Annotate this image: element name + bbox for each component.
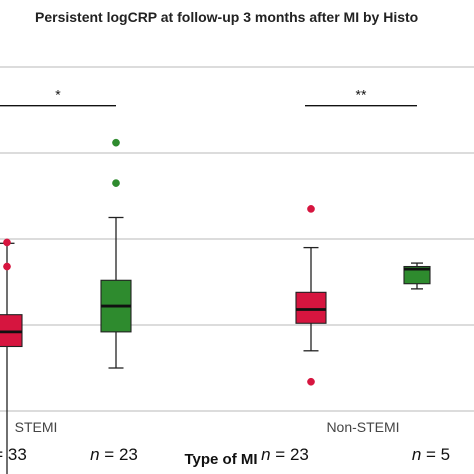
- box-stemi-green: [100, 138, 132, 369]
- outlier-point: [307, 377, 315, 386]
- sample-size-label: = 33: [0, 445, 27, 464]
- category-label: Non-STEMI: [326, 419, 399, 435]
- category-label: STEMI: [15, 419, 58, 435]
- box-iqr: [295, 291, 327, 324]
- box-non-stemi-green: [403, 262, 431, 290]
- outlier-point: [112, 179, 120, 187]
- category-labels: STEMI Non-STEMI: [15, 419, 400, 435]
- chart-title: Persistent logCRP at follow-up 3 months …: [35, 9, 418, 25]
- sample-size-labels: = 33 n = 23 n = 23 n = 5: [0, 445, 450, 464]
- box-non-stemi-red: [295, 205, 327, 386]
- box-iqr: [403, 265, 431, 285]
- sample-size-label: n = 23: [261, 445, 309, 464]
- boxes: [0, 138, 431, 474]
- sample-size-label: n = 23: [90, 445, 138, 464]
- outlier-point: [3, 262, 11, 271]
- x-axis-label: Type of MI: [184, 451, 257, 468]
- outlier-point: [307, 205, 315, 213]
- grid: [0, 66, 474, 412]
- significance-label: *: [55, 87, 61, 103]
- sample-size-label: n = 5: [412, 445, 450, 464]
- outlier-point: [112, 138, 120, 147]
- significance-label: **: [356, 87, 367, 103]
- outlier-point: [3, 238, 11, 247]
- box-stemi-red: [0, 238, 23, 474]
- significance-brackets: * **: [0, 87, 417, 107]
